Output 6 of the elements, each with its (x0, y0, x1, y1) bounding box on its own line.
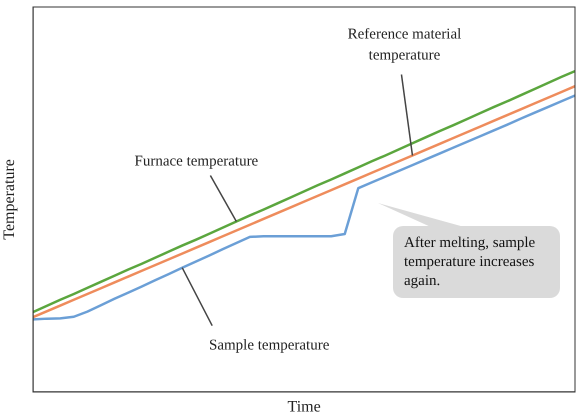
text: Furnace temperature (134, 153, 259, 170)
y-axis-title: Temperature (0, 159, 18, 240)
text: Sample temperature (209, 338, 330, 354)
text: Reference material temperature (348, 26, 462, 64)
x-axis-title: Time (288, 398, 321, 416)
annotation: After melting, sample temperature increases again. (404, 234, 536, 291)
